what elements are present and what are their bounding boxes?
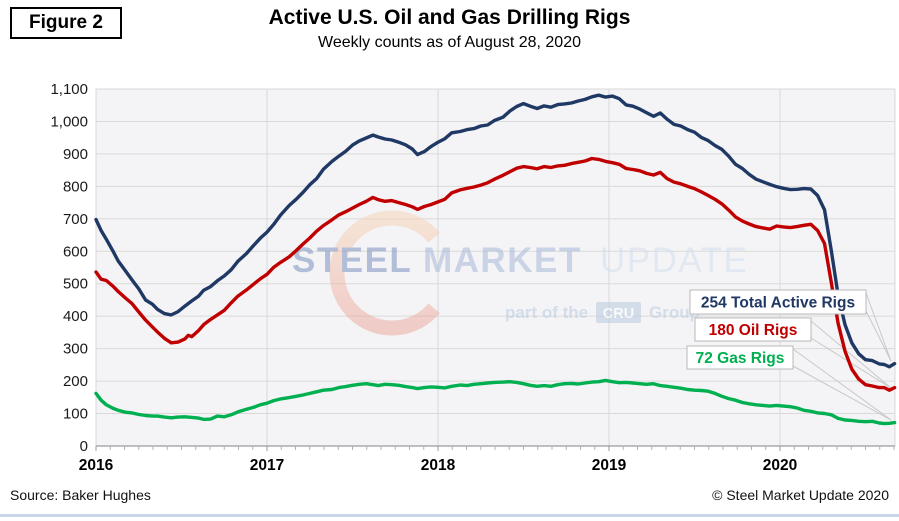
svg-text:2019: 2019 [592,457,627,474]
svg-text:1,100: 1,100 [50,81,88,98]
svg-text:700: 700 [63,211,88,228]
svg-text:100: 100 [63,406,88,423]
x-axis-labels: 2016 2017 2018 2019 2020 [79,457,797,474]
svg-text:400: 400 [63,308,88,325]
callout-labels: 254 Total Active Rigs 180 Oil Rigs 72 Gas … [686,289,867,370]
svg-text:2020: 2020 [763,457,797,474]
gridlines [95,88,895,446]
callout-gas-rigs: 72 Gas Rigs [686,345,794,370]
callout-total-active-rigs: 254 Total Active Rigs [689,289,867,315]
svg-text:800: 800 [63,178,88,195]
page-title: Active U.S. Oil and Gas Drilling Rigs [268,6,631,29]
watermark-word-update: UPDATE [600,241,748,280]
svg-text:200: 200 [63,373,88,390]
svg-text:0: 0 [80,438,88,455]
watermark-word-market: MARKET [423,241,582,280]
x-axis-minor-ticks [95,446,895,451]
page-subtitle: Weekly counts as of August 28, 2020 [318,34,581,51]
bottom-rule [0,514,899,517]
series-gas-line [94,378,897,426]
series-oil-line [94,156,897,392]
series-total-line [94,93,897,369]
chart-canvas: 0 100 200 300 400 500 600 700 800 900 1,000 1,100 20… [50,81,897,474]
watermark-tagline-prefix: part of the [505,303,588,322]
watermark-crescent-icon [329,210,440,336]
svg-text:254 Total Active Rigs: 254 Total Active Rigs [701,295,855,312]
callout-oil-rigs: 180 Oil Rigs [694,317,812,342]
watermark-cru-badge [596,302,641,323]
svg-text:2017: 2017 [250,457,284,474]
watermark: STEEL MARKET UPDATE part of the CRU Group [292,210,748,336]
svg-text:180 Oil Rigs: 180 Oil Rigs [709,322,798,339]
watermark-word-steel: STEEL [292,241,412,280]
source-note: Source: Baker Hughes [10,487,151,503]
svg-text:1,000: 1,000 [50,113,88,130]
svg-text:300: 300 [63,341,88,358]
watermark-tagline-suffix: Group [649,303,700,322]
svg-text:72 Gas Rigs: 72 Gas Rigs [696,350,785,367]
svg-text:500: 500 [63,276,88,293]
svg-text:900: 900 [63,146,88,163]
watermark-cru-label: CRU [603,306,634,322]
plot-area [95,88,896,447]
y-axis-labels: 0 100 200 300 400 500 600 700 800 900 1,000 1,100 [50,81,88,455]
copyright-note: © Steel Market Update 2020 [712,487,889,503]
svg-text:2018: 2018 [421,457,456,474]
svg-text:600: 600 [63,243,88,260]
svg-text:2016: 2016 [79,457,114,474]
figure-label: Figure 2 [10,7,122,39]
